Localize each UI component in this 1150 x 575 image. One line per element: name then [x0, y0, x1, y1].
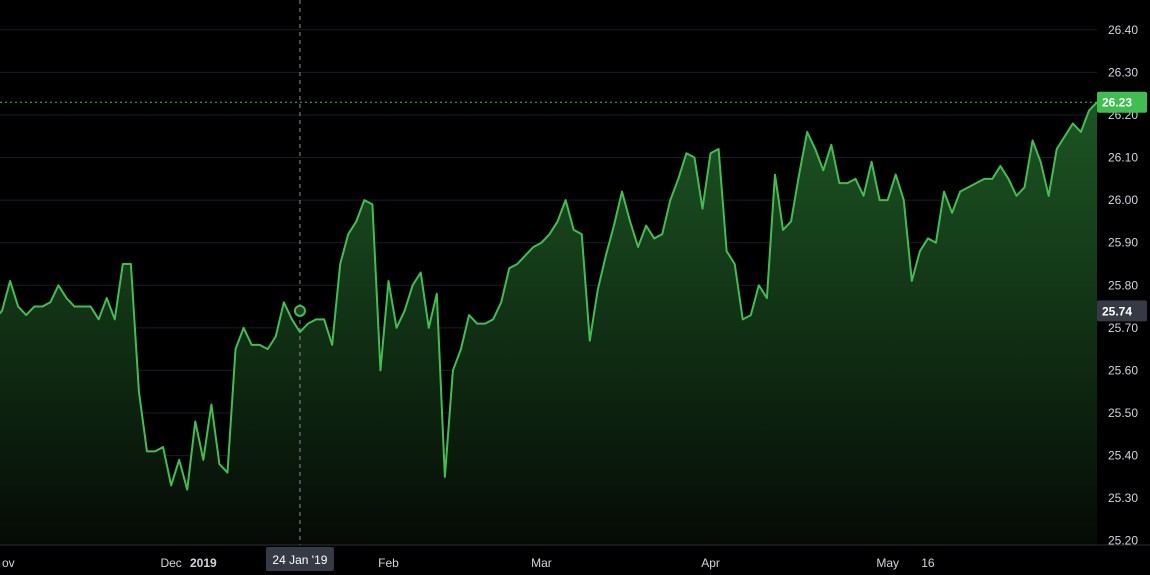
price-tick-label: 25.80: [1108, 278, 1138, 292]
crosshair-price-badge: 25.74: [1097, 300, 1147, 322]
time-tick-label: Mar: [531, 556, 552, 570]
crosshair-date-label: 24 Jan '19: [272, 553, 327, 567]
price-line: [0, 101, 1098, 491]
price-tick-label: 25.40: [1108, 449, 1138, 463]
time-tick-label: Apr: [701, 556, 720, 570]
price-tick-label: 26.40: [1108, 23, 1138, 37]
price-tick-label: 25.30: [1108, 491, 1138, 505]
price-tick-label: 25.60: [1108, 363, 1138, 377]
price-tick-label: 25.20: [1108, 534, 1138, 548]
crosshair-marker: [293, 304, 306, 317]
price-tick-label: 25.70: [1108, 321, 1138, 335]
time-tick-label: May: [876, 556, 899, 570]
crosshair-date-badge: 24 Jan '19: [265, 547, 334, 571]
price-tick-label: 26.00: [1108, 193, 1138, 207]
crosshair-price-badge-bg: [1097, 300, 1147, 322]
price-tick-label: 25.50: [1108, 406, 1138, 420]
last-price-badge-bg: [1097, 91, 1147, 113]
time-tick-label: 2019: [190, 556, 217, 570]
last-price-label: 26.23: [1102, 96, 1132, 110]
last-price-badge: 26.23: [1097, 91, 1147, 113]
time-axis[interactable]: ov Dec 2019 Feb Mar Apr May 16: [0, 544, 1150, 570]
time-tick-label: Dec: [160, 556, 181, 570]
price-area-fill: [0, 102, 1097, 545]
time-tick-label: 16: [921, 556, 935, 570]
crosshair-date-badge-bg: [265, 547, 334, 571]
price-tick-label: 26.10: [1108, 151, 1138, 165]
crosshair-price-label: 25.74: [1102, 304, 1132, 318]
price-tick-label: 25.90: [1108, 236, 1138, 250]
price-tick-label: 26.30: [1108, 65, 1138, 79]
time-tick-label: Feb: [378, 556, 399, 570]
time-tick-label: ov: [2, 556, 15, 570]
